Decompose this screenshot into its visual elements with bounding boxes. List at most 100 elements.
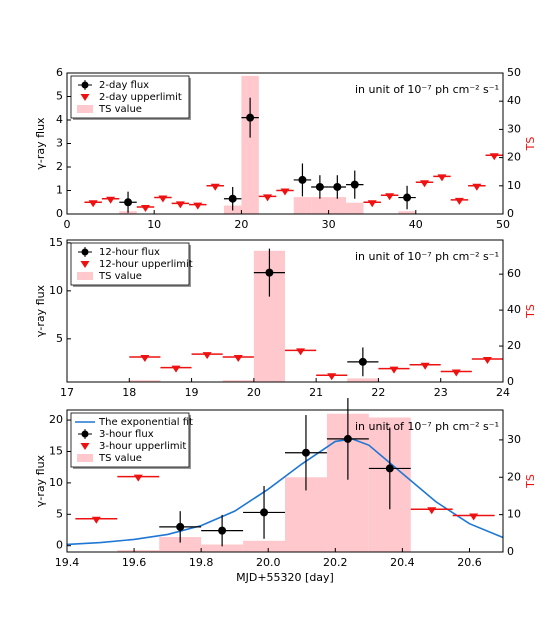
upperlimit-marker xyxy=(106,196,116,204)
upperlimit-marker xyxy=(420,180,430,188)
y2-tick-label: 40 xyxy=(507,94,521,107)
upperlimit-marker xyxy=(420,362,430,370)
annotation: in unit of 10⁻⁷ ph cm⁻² s⁻¹ xyxy=(355,83,499,96)
plot-frame xyxy=(66,409,504,553)
x-tick-label: 19.6 xyxy=(122,556,147,569)
upperlimit-marker xyxy=(175,201,185,209)
flux-point xyxy=(403,193,412,202)
y2-tick-label: 10 xyxy=(507,179,521,192)
x-tick-label: 23 xyxy=(434,386,448,399)
legend-label: TS value xyxy=(98,453,142,464)
upperlimit-marker xyxy=(482,356,492,364)
flux-point xyxy=(343,434,352,443)
legend-key xyxy=(77,454,93,462)
x-tick-label: 20.0 xyxy=(256,556,281,569)
upperlimit-marker xyxy=(193,202,203,210)
x-tick-label: 30 xyxy=(322,218,336,231)
flux-point xyxy=(350,180,359,189)
legend-label: The exponential fit xyxy=(98,417,193,428)
upperlimit-marker xyxy=(469,513,479,521)
upperlimit-marker xyxy=(472,183,482,191)
legend-key xyxy=(80,261,90,268)
y-tick-label: 10 xyxy=(49,284,63,297)
legend-label: 12-hour flux xyxy=(99,247,160,258)
x-tick-label: 22 xyxy=(371,386,385,399)
ts-bar xyxy=(311,197,329,214)
upperlimit-marker xyxy=(140,355,150,363)
flux-point xyxy=(228,194,237,203)
x-tick-label: 40 xyxy=(409,218,423,231)
flux-point xyxy=(315,182,324,191)
legend-label: TS value xyxy=(98,104,142,115)
x-tick-label: 20.2 xyxy=(323,556,348,569)
upperlimit-marker xyxy=(158,195,168,203)
upperlimit-marker xyxy=(427,507,437,515)
x-tick-label: 20 xyxy=(234,218,248,231)
y2-tick-label: 0 xyxy=(507,375,514,388)
x-tick-label: 20.4 xyxy=(390,556,415,569)
y2-tick-label: 30 xyxy=(507,433,521,446)
y-tick-label: 3 xyxy=(56,137,63,150)
legend-key xyxy=(77,105,93,113)
flux-point xyxy=(301,448,310,457)
y-tick-label: 20 xyxy=(49,413,63,426)
y2-tick-label: 0 xyxy=(507,207,514,220)
upperlimit-marker xyxy=(133,474,143,482)
y-tick-label: 6 xyxy=(56,66,63,79)
y2-tick-label: 0 xyxy=(507,545,514,558)
ts-bar xyxy=(241,75,259,214)
y2-tick-label: 30 xyxy=(507,122,521,135)
y2-axis-label: TS xyxy=(524,474,537,489)
y2-tick-label: 20 xyxy=(507,151,521,164)
legend-key xyxy=(81,248,89,256)
legend-label: 3-hour upperlimit xyxy=(99,441,186,452)
x-tick-label: 50 xyxy=(496,218,510,231)
plot-frame xyxy=(66,239,504,383)
y2-tick-label: 20 xyxy=(507,470,521,483)
upperlimit-marker xyxy=(489,153,499,161)
upperlimit-marker xyxy=(327,373,337,381)
y2-tick-label: 60 xyxy=(507,267,521,280)
flux-point xyxy=(265,268,274,277)
upperlimit-marker xyxy=(280,188,290,196)
annotation: in unit of 10⁻⁷ ph cm⁻² s⁻¹ xyxy=(355,420,499,433)
x-tick-label: 19 xyxy=(185,386,199,399)
ts-bar xyxy=(159,537,202,552)
y-tick-label: 0 xyxy=(56,207,63,220)
upperlimit-marker xyxy=(263,194,273,202)
flux-point xyxy=(246,113,255,122)
x-tick-label: 19.8 xyxy=(189,556,214,569)
y-axis-label: γ-ray flux xyxy=(34,454,47,507)
annotation: in unit of 10⁻⁷ ph cm⁻² s⁻¹ xyxy=(355,250,499,263)
y-tick-label: 15 xyxy=(49,236,63,249)
y-tick-label: 5 xyxy=(56,332,63,345)
y-tick-label: 0 xyxy=(56,539,63,552)
x-axis-label: MJD+55320 [day] xyxy=(236,571,334,584)
flux-point xyxy=(260,508,269,517)
y2-tick-label: 20 xyxy=(507,339,521,352)
y-tick-label: 4 xyxy=(56,113,63,126)
x-tick-label: 18 xyxy=(122,386,136,399)
upperlimit-marker xyxy=(454,197,464,205)
upperlimit-marker xyxy=(296,348,306,356)
legend-label: 2-day flux xyxy=(99,80,149,91)
legend-label: 3-hour flux xyxy=(99,429,154,440)
fit-line xyxy=(66,438,504,546)
y2-tick-label: 10 xyxy=(507,508,521,521)
y-tick-label: 15 xyxy=(49,444,63,457)
upperlimit-marker xyxy=(389,366,399,374)
y2-axis-label: TS xyxy=(524,304,537,319)
upperlimit-marker xyxy=(437,174,447,182)
ts-bar xyxy=(347,378,379,382)
x-tick-label: 20 xyxy=(247,386,261,399)
upperlimit-marker xyxy=(385,193,395,201)
ts-bar xyxy=(222,380,254,382)
ts-bar xyxy=(293,197,312,214)
panel: 17 18 19 20 21 22 23 24 5 10 15 0 20 40 60 γ-ray flux TS… xyxy=(34,236,537,399)
y-tick-label: 1 xyxy=(56,184,63,197)
legend-label: 2-day upperlimit xyxy=(99,92,182,103)
flux-point xyxy=(385,464,394,473)
legend-key xyxy=(77,272,93,280)
